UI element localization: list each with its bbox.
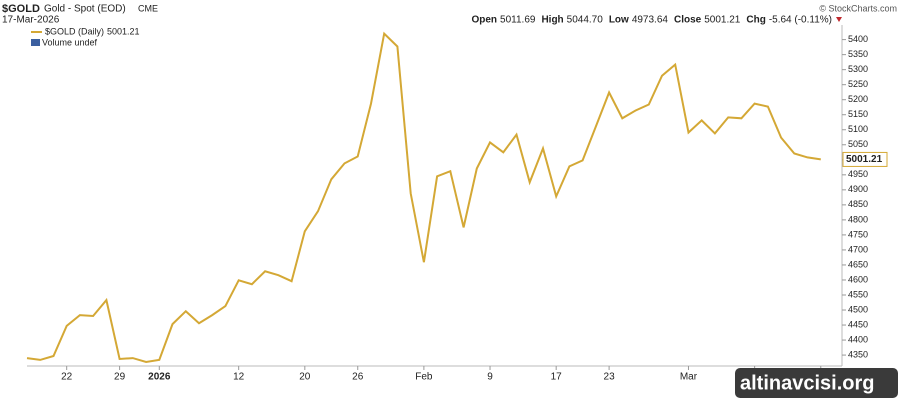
quote-label: Low	[609, 15, 629, 26]
x-tick-label: 26	[352, 372, 364, 383]
instrument-name: Gold - Spot (EOD)	[44, 4, 126, 15]
x-tick-label: 22	[61, 372, 73, 383]
last-value-box	[842, 151, 888, 167]
x-tick-label: 12	[233, 372, 245, 383]
plot: 4350 4400 4450 4500 4550 4600 4650 4700 4750 4800…	[26, 31, 888, 383]
quote-value: -5.64 (-0.11%)	[769, 15, 832, 26]
y-tick-label: 5350	[848, 49, 868, 59]
quote-label: High	[541, 15, 563, 26]
date: 17-Mar-2026	[2, 15, 60, 26]
down-arrow	[836, 17, 842, 22]
x-tick-label: 20	[299, 372, 311, 383]
x-tick-label: 17	[551, 372, 563, 383]
y-tick-label: 4600	[848, 274, 868, 284]
quote-value: 5001.21	[704, 15, 741, 26]
y-tick-label: 4450	[848, 319, 868, 329]
quote-label: Open	[471, 15, 497, 26]
x-tick-label: 9	[487, 372, 493, 383]
volume-note: Volume undef	[42, 37, 98, 47]
quote-label: Close	[674, 15, 702, 26]
x-tick-label: Feb	[415, 372, 433, 383]
y-tick-label: 4500	[848, 304, 868, 314]
y-tick-label: 4950	[848, 169, 868, 179]
y-tick-label: 4650	[848, 259, 868, 269]
y-tick-label: 4550	[848, 289, 868, 299]
volume-icon	[31, 39, 40, 46]
y-tick-label: 5100	[848, 124, 868, 134]
x-tick-label: 29	[114, 372, 126, 383]
quote-value: 5044.70	[567, 15, 604, 26]
y-tick-label: 5250	[848, 79, 868, 89]
y-tick-label: 4900	[848, 184, 868, 194]
exchange: CME	[138, 3, 158, 13]
x-tick-label: 2026	[148, 372, 171, 383]
quote-label: Chg	[746, 15, 765, 26]
last-value-label: 5001.21	[846, 154, 883, 165]
y-tick-label: 4700	[848, 244, 868, 254]
watermark-box	[735, 368, 898, 398]
y-tick-label: 4750	[848, 229, 868, 239]
symbol: $GOLD	[2, 3, 40, 15]
y-tick-label: 4400	[848, 334, 868, 344]
legend-entry: $GOLD (Daily)	[45, 26, 104, 36]
y-tick-label: 5300	[848, 64, 868, 74]
y-tick-label: 5200	[848, 94, 868, 104]
quote: Open 5011.69 High 5044.70 Low 4973.64 Close 500…	[471, 15, 842, 26]
quote-value: 4973.64	[632, 15, 669, 26]
watermark: altinavcisi.org	[740, 372, 875, 394]
legend-value: 5001.21	[107, 26, 140, 36]
credit: © StockCharts.com	[819, 3, 897, 13]
y-tick-label: 5150	[848, 109, 868, 119]
price-line	[26, 31, 821, 364]
y-tick-label: 5050	[848, 139, 868, 149]
y-tick-label: 5400	[848, 34, 868, 44]
quote-value: 5011.69	[500, 15, 536, 26]
x-tick-label: Mar	[680, 372, 698, 383]
x-tick-label: 23	[604, 372, 616, 383]
y-tick-label: 4800	[848, 214, 868, 224]
y-tick-label: 4350	[848, 349, 868, 359]
y-tick-label: 4850	[848, 199, 868, 209]
